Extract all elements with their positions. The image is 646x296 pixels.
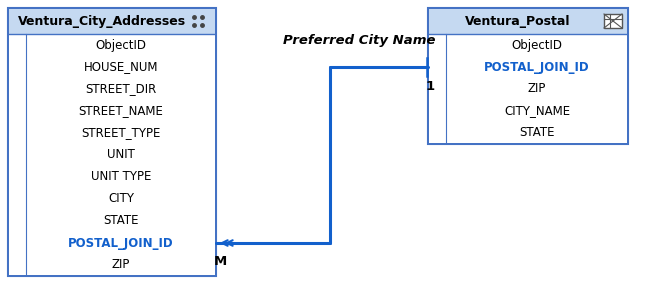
Text: ObjectID: ObjectID	[96, 38, 147, 52]
Text: STREET_NAME: STREET_NAME	[79, 104, 163, 118]
Text: CITY_NAME: CITY_NAME	[504, 104, 570, 118]
Text: Preferred City Name: Preferred City Name	[283, 34, 435, 47]
Text: STREET_DIR: STREET_DIR	[85, 83, 156, 96]
Text: POSTAL_JOIN_ID: POSTAL_JOIN_ID	[68, 237, 174, 250]
Text: 1: 1	[426, 80, 435, 93]
Bar	[429, 34, 627, 143]
Text: HOUSE_NUM: HOUSE_NUM	[84, 60, 158, 73]
Text: STREET_TYPE: STREET_TYPE	[81, 126, 161, 139]
FancyBboxPatch shape	[8, 8, 216, 276]
Text: M: M	[213, 255, 227, 268]
Text: Ventura_City_Addresses: Ventura_City_Addresses	[18, 15, 186, 28]
Text: STATE: STATE	[103, 215, 139, 228]
Text: STATE: STATE	[519, 126, 555, 139]
Text: CITY: CITY	[108, 192, 134, 205]
Bar	[9, 34, 215, 275]
FancyBboxPatch shape	[9, 9, 215, 34]
FancyBboxPatch shape	[428, 8, 628, 144]
Text: ZIP: ZIP	[528, 83, 546, 96]
Text: UNIT: UNIT	[107, 149, 135, 162]
Text: POSTAL_JOIN_ID: POSTAL_JOIN_ID	[484, 60, 590, 73]
FancyBboxPatch shape	[429, 9, 627, 34]
Text: ObjectID: ObjectID	[512, 38, 563, 52]
Text: ZIP: ZIP	[112, 258, 130, 271]
Text: Ventura_Postal: Ventura_Postal	[465, 15, 571, 28]
Bar	[604, 14, 622, 28]
Text: UNIT TYPE: UNIT TYPE	[91, 170, 151, 184]
